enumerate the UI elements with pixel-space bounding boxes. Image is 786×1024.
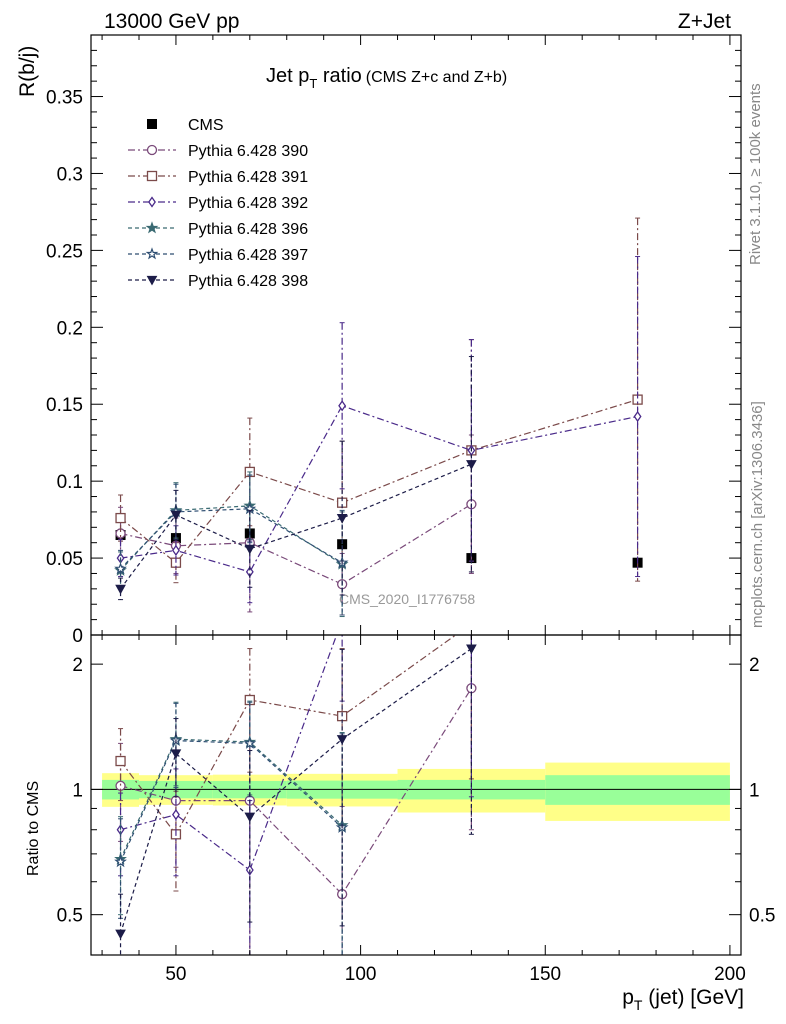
top-point-6-2 [244,544,256,555]
top-y-tick-label-6: 0.3 [57,164,83,185]
x-tick-label-1: 100 [345,964,377,985]
top-point-2-0 [115,512,126,524]
legend-marker-6 [146,275,158,286]
x-axis-label: pT (jet) [GeV] [622,986,744,1013]
legend-entry-6: Pythia 6.428 398 [128,273,308,290]
top-series-3 [116,256,642,604]
top-y-axis-label: R(b/j) [16,46,39,97]
legend-marker-0 [147,119,157,129]
top-data-layer [114,217,643,618]
top-point-5-0 [114,562,127,575]
legend-label-3: Pythia 6.428 392 [188,195,308,212]
top-point-3-5 [633,410,642,423]
top-point-3-3 [338,400,347,412]
process-label: Z+Jet [678,10,731,33]
top-point-0-3 [337,539,348,550]
ratio-series-4 [114,701,349,955]
top-series-line-5 [120,508,343,570]
top-y-tick-label-3: 0.15 [46,395,83,416]
top-series-line-3 [120,405,638,573]
ratio-series-line-4 [119,739,343,863]
legend-entry-4: Pythia 6.428 396 [128,221,308,238]
ratio-inner-band-5 [545,775,730,805]
x-tick-label-3: 200 [714,964,746,985]
top-series-4 [114,471,349,618]
legend: CMS Pythia 6.428 390 Pythia 6.428 391 Pythi… [128,117,308,290]
mcplots-label: mcplots.cern.ch [arXiv:1306.3436] [749,401,766,628]
ratio-point-5-3 [336,735,348,745]
legend-label-0: CMS [188,117,224,134]
ratio-series-3 [114,700,349,955]
ratio-y-tick-label-left-0: 0.5 [57,906,83,927]
axes-layer: 50 100 150 200 0 0.05 0.1 0.15 0.2 0.25 0.3 0.35 0.5… [46,34,775,985]
legend-marker-3 [148,196,156,208]
legend-entry-5: Pythia 6.428 397 [128,247,308,264]
top-series-line-6 [120,463,472,590]
top-series-1 [115,434,477,616]
legend-entry-2: Pythia 6.428 391 [128,169,308,186]
legend-marker-1 [146,144,158,156]
ratio-data-layer [114,616,477,955]
chart-title: Jet pT ratio (CMS Z+c and Z+b) [266,65,507,91]
top-y-tick-label-0: 0 [72,626,83,647]
legend-marker-2 [146,170,158,182]
top-series-6 [115,356,477,601]
analysis-watermark: CMS_2020_I1776758 [339,591,475,607]
legend-entry-0: CMS [147,117,224,134]
ratio-frame [90,634,742,956]
ratio-point-4-2 [243,736,257,749]
top-point-3-1 [171,544,180,557]
ratio-point-5-2 [244,812,256,823]
bottom-y-axis-label: Ratio to CMS [25,781,42,876]
ratio-point-2-1 [171,808,180,821]
top-y-tick-label-1: 0.05 [46,549,83,570]
legend-marker-4 [145,221,159,234]
ratio-point-5-4 [466,644,477,655]
ratio-series-line-5 [119,648,472,934]
top-y-tick-label-5: 0.25 [46,241,83,262]
legend-label-5: Pythia 6.428 397 [188,247,308,264]
top-y-tick-label-4: 0.2 [57,318,83,339]
top-series-line-4 [120,505,343,571]
ratio-point-5-0 [115,929,126,940]
top-point-6-4 [466,460,477,470]
ratio-point-4-0 [114,855,127,868]
top-point-6-1 [170,510,182,521]
ratio-point-1-4 [467,619,476,628]
legend-marker-5 [145,247,159,260]
top-point-6-3 [336,513,348,524]
x-tick-label-0: 50 [165,964,186,985]
top-y-tick-label-7: 0.35 [46,88,83,109]
ratio-series-line-3 [119,738,343,860]
legend-entry-1: Pythia 6.428 390 [128,143,308,160]
ratio-series-2 [116,616,474,955]
top-series-line-2 [120,399,638,564]
energy-label: 13000 GeV pp [104,10,239,33]
top-series-5 [114,474,349,616]
ratio-series-5 [115,635,477,955]
top-y-tick-label-2: 0.1 [57,472,83,493]
legend-entry-3: Pythia 6.428 392 [128,195,308,212]
legend-label-1: Pythia 6.428 390 [188,143,308,160]
ratio-series-0 [115,635,477,955]
x-tick-label-2: 150 [529,964,561,985]
ratio-point-5-1 [170,749,182,760]
rivet-label: Rivet 3.1.10, ≥ 100k events [747,83,764,265]
top-point-6-0 [115,584,126,595]
ratio-point-2-3 [339,616,345,625]
ratio-point-1-0 [115,755,126,767]
legend-label-4: Pythia 6.428 396 [188,221,308,238]
ratio-y-tick-label-right-0: 0.5 [749,906,775,927]
ratio-band-layer [91,762,741,821]
legend-label-2: Pythia 6.428 391 [188,169,308,186]
legend-label-6: Pythia 6.428 398 [188,273,308,290]
ratio-y-tick-label-left-2: 2 [72,655,83,676]
ratio-y-tick-label-right-1: 1 [749,780,760,801]
ratio-y-tick-label-left-1: 1 [72,780,83,801]
ratio-y-tick-label-right-2: 2 [749,655,760,676]
